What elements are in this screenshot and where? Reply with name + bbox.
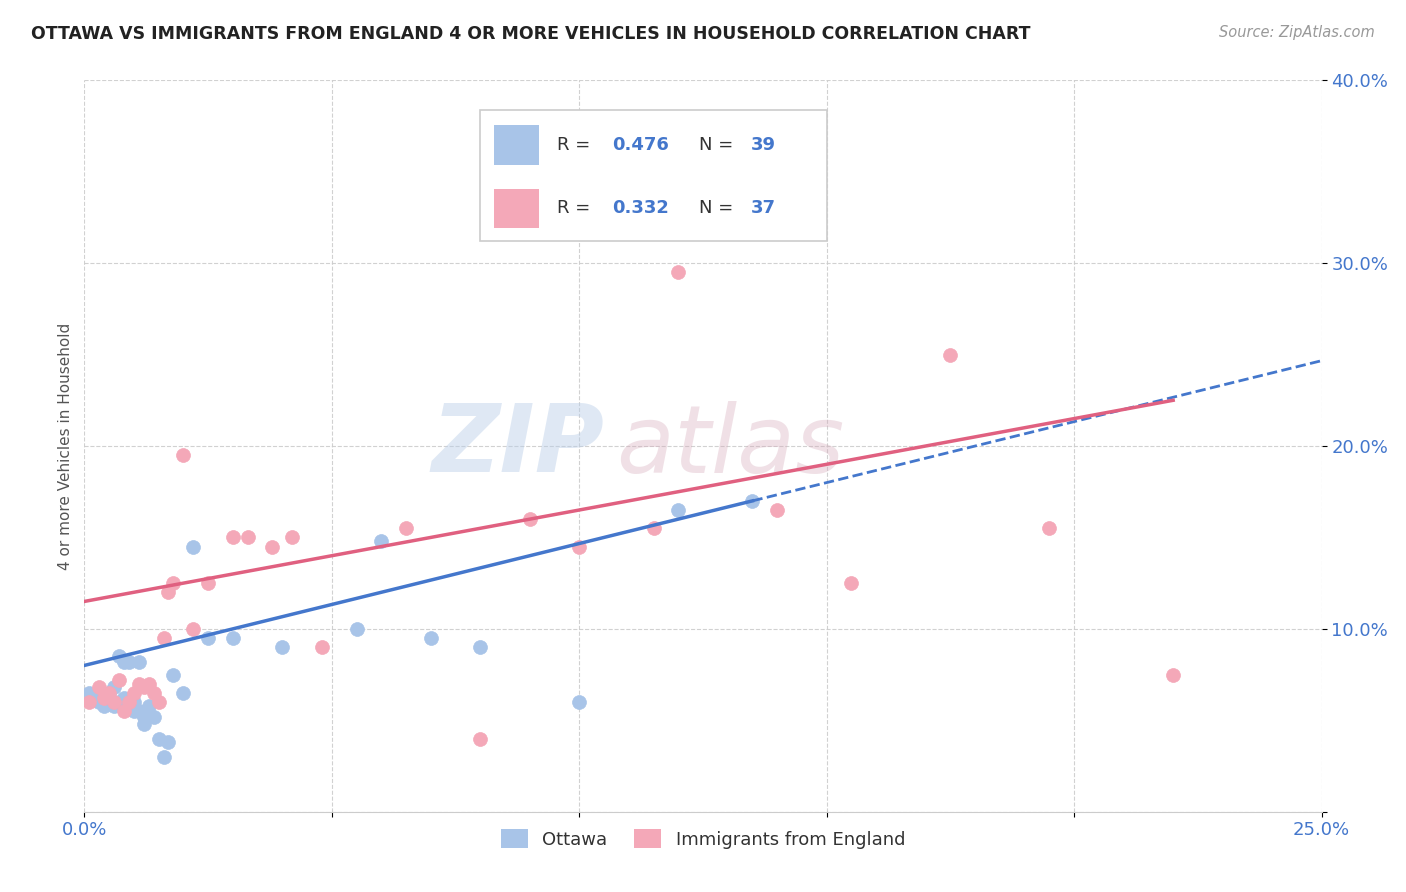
Y-axis label: 4 or more Vehicles in Household: 4 or more Vehicles in Household	[58, 322, 73, 570]
Point	[112, 655, 135, 669]
Point	[568, 540, 591, 554]
Point	[197, 576, 219, 591]
Point	[128, 704, 150, 718]
Point	[122, 695, 145, 709]
Point	[103, 698, 125, 713]
Point	[939, 347, 962, 362]
Point	[666, 265, 689, 279]
Point	[89, 681, 111, 695]
Point	[162, 576, 184, 591]
Point	[181, 622, 204, 636]
Point	[222, 631, 245, 645]
Point	[89, 695, 111, 709]
Point	[98, 686, 121, 700]
Text: atlas: atlas	[616, 401, 845, 491]
Point	[142, 686, 165, 700]
Text: OTTAWA VS IMMIGRANTS FROM ENGLAND 4 OR MORE VEHICLES IN HOUSEHOLD CORRELATION CH: OTTAWA VS IMMIGRANTS FROM ENGLAND 4 OR M…	[31, 25, 1031, 43]
Point	[132, 717, 155, 731]
Point	[281, 530, 304, 544]
Point	[138, 676, 160, 690]
Point	[643, 521, 665, 535]
Point	[118, 698, 141, 713]
Point	[666, 503, 689, 517]
Point	[236, 530, 259, 544]
Text: Source: ZipAtlas.com: Source: ZipAtlas.com	[1219, 25, 1375, 40]
Point	[132, 709, 155, 723]
Point	[717, 146, 740, 161]
Point	[118, 695, 141, 709]
Point	[93, 691, 115, 706]
Point	[103, 681, 125, 695]
Point	[162, 667, 184, 681]
Point	[138, 698, 160, 713]
Point	[172, 448, 194, 462]
Point	[122, 704, 145, 718]
Point	[1038, 521, 1060, 535]
Point	[222, 530, 245, 544]
Point	[98, 686, 121, 700]
Point	[568, 695, 591, 709]
Point	[271, 640, 294, 655]
Point	[766, 503, 789, 517]
Point	[108, 695, 131, 709]
Point	[152, 749, 174, 764]
Point	[93, 698, 115, 713]
Point	[519, 512, 541, 526]
Point	[93, 691, 115, 706]
Point	[262, 540, 284, 554]
Point	[79, 695, 101, 709]
Point	[142, 709, 165, 723]
Point	[118, 655, 141, 669]
Point	[98, 695, 121, 709]
Point	[128, 676, 150, 690]
Point	[741, 494, 763, 508]
Point	[157, 735, 180, 749]
Point	[112, 691, 135, 706]
Point	[152, 631, 174, 645]
Point	[172, 686, 194, 700]
Point	[122, 686, 145, 700]
Point	[395, 521, 418, 535]
Point	[132, 681, 155, 695]
Point	[197, 631, 219, 645]
Point	[83, 691, 105, 706]
Point	[128, 655, 150, 669]
Point	[79, 686, 101, 700]
Point	[1161, 667, 1184, 681]
Point	[470, 640, 492, 655]
Point	[103, 695, 125, 709]
Point	[181, 540, 204, 554]
Point	[148, 695, 170, 709]
Point	[108, 673, 131, 687]
Point	[346, 622, 368, 636]
Point	[148, 731, 170, 746]
Point	[108, 649, 131, 664]
Point	[112, 704, 135, 718]
Point	[157, 585, 180, 599]
Point	[311, 640, 333, 655]
Point	[419, 631, 441, 645]
Point	[370, 534, 392, 549]
Text: ZIP: ZIP	[432, 400, 605, 492]
Point	[470, 731, 492, 746]
Legend: Ottawa, Immigrants from England: Ottawa, Immigrants from England	[492, 820, 914, 857]
Point	[841, 576, 863, 591]
